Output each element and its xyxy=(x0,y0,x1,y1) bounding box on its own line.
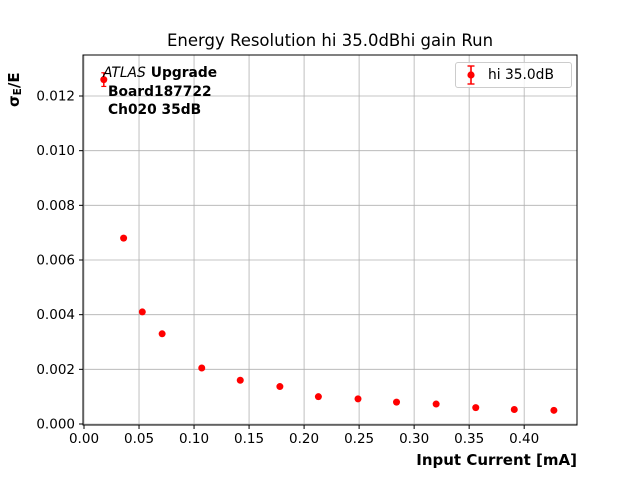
annotation-line-1: ATLAS Upgrade xyxy=(103,64,217,83)
svg-text:0.05: 0.05 xyxy=(124,431,154,447)
svg-text:0.10: 0.10 xyxy=(179,431,209,447)
errorbar-marker-icon xyxy=(467,65,475,85)
ylabel-suffix: /E xyxy=(5,72,23,89)
svg-text:0.002: 0.002 xyxy=(36,362,75,378)
sigma-subscript: E xyxy=(12,88,24,96)
svg-text:0.012: 0.012 xyxy=(36,89,75,105)
chart-title: Energy Resolution hi 35.0dBhi gain Run xyxy=(166,31,494,50)
svg-text:0.008: 0.008 xyxy=(36,198,75,214)
y-axis-label: σE/E xyxy=(5,72,24,107)
svg-text:0.20: 0.20 xyxy=(289,431,319,447)
atlas-annotation: ATLAS Upgrade Board187722 Ch020 35dB xyxy=(103,64,217,120)
svg-text:0.25: 0.25 xyxy=(344,431,374,447)
annotation-atlas: ATLAS xyxy=(103,65,146,81)
x-axis-label: Input Current [mA] xyxy=(416,451,577,469)
svg-text:0.010: 0.010 xyxy=(36,143,75,159)
svg-text:0.006: 0.006 xyxy=(36,253,75,269)
svg-text:0.000: 0.000 xyxy=(36,417,75,433)
svg-text:0.15: 0.15 xyxy=(234,431,264,447)
svg-text:0.00: 0.00 xyxy=(69,431,99,447)
svg-text:0.35: 0.35 xyxy=(454,431,484,447)
legend: hi 35.0dB xyxy=(455,62,572,88)
annotation-upgrade: Upgrade xyxy=(150,65,218,81)
annotation-line-2: Board187722 xyxy=(108,83,212,100)
legend-label: hi 35.0dB xyxy=(488,67,554,83)
svg-text:0.40: 0.40 xyxy=(509,431,539,447)
svg-text:0.30: 0.30 xyxy=(399,431,429,447)
sigma-symbol: σ xyxy=(5,95,23,107)
annotation-line-3: Ch020 35dB xyxy=(108,102,202,118)
svg-text:0.004: 0.004 xyxy=(36,307,75,323)
